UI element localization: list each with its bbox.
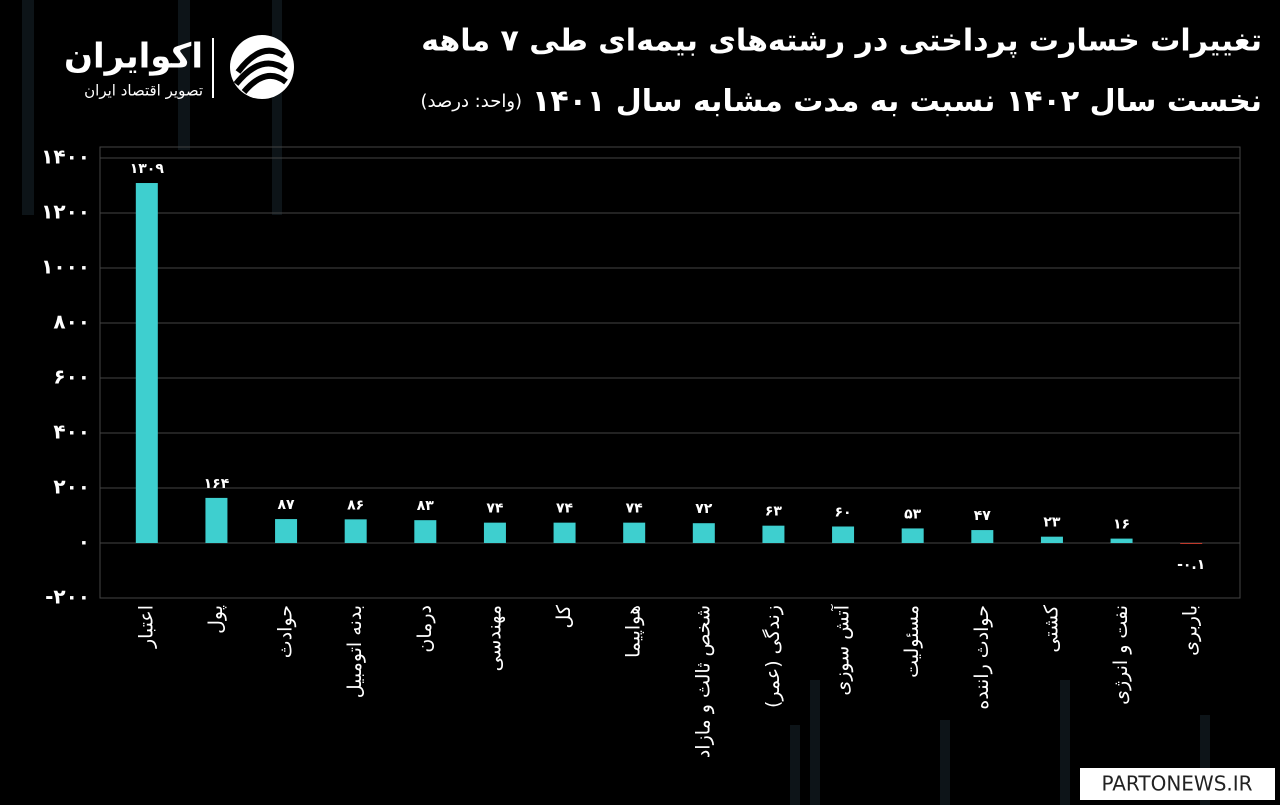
value-label: ۷۴ [486,501,504,517]
y-tick-label: ۱۴۰۰ [41,145,90,169]
x-tick-label: بدنه اتومبیل [344,605,366,698]
x-tick-label: پول [205,605,227,634]
bar [275,519,298,543]
subtitle-line: نخست سال ۱۴۰۲ نسبت به مدت مشابه سال ۱۴۰۱… [421,84,1263,119]
brand-tagline: تصویر اقتصاد ایران [84,82,203,100]
bar [483,522,506,543]
y-tick-label: ۲۰۰ [53,475,90,499]
bar [1110,538,1133,543]
bar [832,526,855,543]
bar [692,523,715,543]
value-label: ۶۰ [835,505,852,521]
y-tick-label: ۸۰۰ [53,310,90,334]
value-label: ۵۳ [904,506,922,522]
x-tick-label: کل [553,604,575,628]
logo-stripes [233,47,288,94]
logo: اکوایران تصویر اقتصاد ایران [64,35,294,100]
value-label: ۸۶ [347,497,364,513]
value-label: ۸۳ [417,498,435,514]
value-label: ۶۳ [765,504,783,520]
chart-subtitle: نخست سال ۱۴۰۲ نسبت به مدت مشابه سال ۱۴۰۱ [532,84,1262,119]
x-tick-label: اعتبار [135,605,157,649]
y-tick-label: ۱۲۰۰ [41,200,90,224]
y-tick-label: ۱۰۰۰ [41,255,90,279]
x-tick-label: زندگی (عمر) [761,605,784,708]
y-tick-label: ۴۰۰ [53,420,90,444]
value-label: ۴۷ [974,508,992,524]
bar [1180,543,1203,544]
x-tick-label: کشتی [1040,604,1062,653]
x-tick-label: هواپیما [623,605,645,658]
x-tick-label: حوادث راننده [971,605,993,710]
x-tick-label: حوادث [275,605,297,658]
value-label: ۷۲ [695,501,713,517]
value-label: ۷۴ [556,501,574,517]
value-label: ۱۶۴ [204,476,230,492]
bar [553,522,576,543]
bar [205,497,228,543]
bar [135,183,158,543]
value-label: -۰.۱ [1177,557,1205,573]
bar [623,522,646,543]
x-tick-label: آتش سوزی [830,604,854,695]
value-label: ۷۴ [626,501,644,517]
unit: (واحد: درصد) [421,91,523,112]
value-label: ۲۳ [1043,515,1061,531]
bar [1040,536,1063,543]
value-label: ۸۷ [278,497,296,513]
x-tick-label: مهندسی [483,605,505,671]
x-tick-label: مسئولیت [901,605,923,678]
y-tick-label: ۶۰۰ [53,365,90,389]
x-tick-label: شخص ثالث و مازاد [692,605,714,758]
bar [414,520,437,543]
value-label: ۱۶ [1113,517,1130,533]
bar [344,519,367,543]
value-label: ۱۳۰۹ [130,161,165,177]
bar [762,525,785,543]
watermark: PARTONEWS.IR [1101,772,1252,796]
x-tick-label: درمان [414,605,436,653]
bar [971,530,994,543]
y-tick-label: -۲۰۰ [45,585,90,609]
brand-name: اکوایران [64,37,203,77]
bar [901,528,924,543]
x-tick-label: نفت و انرژی [1110,605,1132,705]
decor [22,0,1210,805]
chart-title: تغییرات خسارت پرداختی در رشته‌های بیمه‌ا… [421,24,1262,59]
watermark-box [1080,768,1275,800]
x-tick-label: باربری [1180,605,1202,656]
y-tick-label: ۰ [78,530,90,554]
